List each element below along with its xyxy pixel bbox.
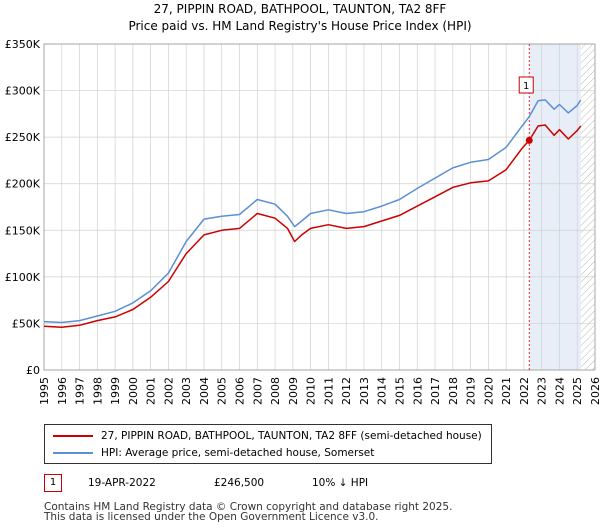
x-tick-label: 2014 — [376, 377, 389, 405]
footer-line-1: Contains HM Land Registry data © Crown c… — [44, 501, 453, 513]
legend-item-property: 27, PIPPIN ROAD, BATHPOOL, TAUNTON, TA2 … — [53, 428, 482, 444]
x-tick-label: 2018 — [447, 377, 460, 405]
x-tick-label: 2000 — [127, 377, 140, 405]
x-tick-label: 1999 — [109, 377, 122, 405]
y-tick-label: £100K — [5, 271, 41, 284]
x-tick-label: 2019 — [465, 377, 478, 405]
y-tick-label: £350K — [5, 38, 41, 51]
forecast-hatch — [580, 44, 595, 370]
sale-marker-label: 1 — [523, 81, 529, 92]
x-tick-label: 2020 — [482, 377, 495, 405]
x-tick-label: 1995 — [38, 377, 51, 405]
x-tick-label: 2005 — [216, 377, 229, 405]
x-tick-label: 2011 — [322, 377, 335, 405]
chart-title: 27, PIPPIN ROAD, BATHPOOL, TAUNTON, TA2 … — [154, 2, 447, 16]
footer: Contains HM Land Registry data © Crown c… — [44, 501, 453, 523]
annotation-badge: 1 — [44, 474, 62, 492]
legend-label-property: 27, PIPPIN ROAD, BATHPOOL, TAUNTON, TA2 … — [101, 430, 482, 442]
legend-label-hpi: HPI: Average price, semi-detached house,… — [101, 447, 375, 459]
sale-marker-box — [518, 76, 534, 94]
x-tick-label: 2012 — [340, 377, 353, 405]
x-tick-label: 2004 — [198, 377, 211, 405]
x-tick-label: 2022 — [518, 377, 531, 405]
x-tick-label: 2023 — [536, 377, 549, 405]
x-tick-label: 2024 — [553, 377, 566, 405]
y-tick-label: £50K — [12, 317, 41, 330]
y-tick-label: £200K — [5, 178, 41, 191]
property-series-line — [43, 124, 582, 328]
x-tick-label: 2003 — [180, 377, 193, 405]
x-tick-label: 2015 — [393, 377, 406, 405]
x-tick-label: 2017 — [429, 377, 442, 405]
x-tick-label: 2006 — [234, 377, 247, 405]
y-tick-label: £300K — [5, 85, 41, 98]
x-tick-label: 2016 — [411, 377, 424, 405]
x-tick-label: 2009 — [287, 377, 300, 405]
x-tick-label: 2007 — [251, 377, 264, 405]
price-chart: 27, PIPPIN ROAD, BATHPOOL, TAUNTON, TA2 … — [5, 2, 600, 405]
x-tick-label: 1998 — [91, 377, 104, 405]
annotation-price: £246,500 — [214, 477, 265, 489]
hpi-series-line — [43, 99, 582, 324]
x-tick-label: 2025 — [571, 377, 584, 405]
x-tick-label: 2010 — [305, 377, 318, 405]
x-tick-label: 2008 — [269, 377, 282, 405]
y-tick-label: £250K — [5, 131, 41, 144]
legend-item-hpi: HPI: Average price, semi-detached house,… — [53, 445, 374, 461]
annotation-row: 1 19-APR-2022 £246,500 10% ↓ HPI — [44, 474, 544, 492]
x-tick-label: 2026 — [589, 377, 600, 405]
chart-subtitle: Price paid vs. HM Land Registry's House … — [128, 19, 471, 33]
plot-frame — [43, 43, 596, 371]
x-tick-label: 2013 — [358, 377, 371, 405]
y-tick-label: £0 — [26, 364, 40, 377]
legend-swatch-hpi — [53, 452, 93, 454]
footer-line-2: This data is licensed under the Open Gov… — [44, 511, 379, 523]
annotation-date: 19-APR-2022 — [88, 477, 156, 489]
legend: 27, PIPPIN ROAD, BATHPOOL, TAUNTON, TA2 … — [44, 424, 492, 464]
x-tick-label: 1996 — [56, 377, 69, 405]
x-tick-label: 2001 — [145, 377, 158, 405]
x-tick-label: 1997 — [74, 377, 87, 405]
legend-swatch-property — [53, 435, 93, 437]
highlight-span — [529, 44, 581, 370]
x-tick-label: 2002 — [162, 377, 175, 405]
annotation-hpi-diff: 10% ↓ HPI — [312, 477, 369, 489]
x-tick-label: 2021 — [500, 377, 513, 405]
sale-point — [525, 136, 533, 144]
y-tick-label: £150K — [5, 224, 41, 237]
